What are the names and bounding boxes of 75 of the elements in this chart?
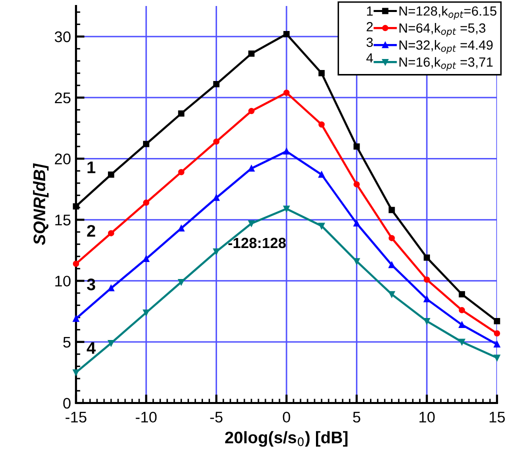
- x-tick-label: -15: [66, 412, 86, 423]
- point: [143, 309, 150, 316]
- point: [143, 256, 150, 262]
- point: [283, 206, 290, 212]
- legend-label: N=128,k$_{opt}$=6.15: [400, 6, 496, 20]
- point: [494, 341, 500, 348]
- point: [424, 318, 430, 324]
- point: [108, 171, 114, 178]
- point: [388, 206, 395, 214]
- point: [318, 171, 325, 178]
- point: [72, 369, 80, 376]
- y-tick-label: 30: [54, 31, 71, 42]
- y-axis-title: SQNR[dB]: [33, 163, 49, 246]
- point: [283, 30, 290, 38]
- point: [178, 169, 184, 176]
- legend-label: N=32,k$_{opt}$ =4.49: [400, 40, 493, 54]
- point: [72, 316, 80, 322]
- annotation: 3: [86, 278, 96, 290]
- point: [108, 230, 114, 236]
- point: [108, 285, 114, 292]
- point: [318, 222, 325, 229]
- point: [178, 278, 184, 286]
- point: [458, 307, 466, 314]
- legend-label: N=64,k$_{opt}$ =5,3: [400, 23, 486, 37]
- x-tick-label: 15: [490, 412, 505, 423]
- x-tick-label: -5: [210, 412, 222, 423]
- x-tick-label: 10: [420, 412, 435, 423]
- point: [143, 140, 150, 148]
- point: [318, 121, 325, 128]
- point: [318, 70, 325, 76]
- y-tick-label: 15: [55, 214, 70, 226]
- y-tick-label: 0: [63, 398, 71, 409]
- point: [354, 143, 360, 150]
- point: [283, 148, 290, 154]
- x-tick-label: 5: [353, 412, 360, 423]
- point: [248, 50, 255, 57]
- y-tick-label: 25: [54, 92, 70, 104]
- x-axis-title: 20log(s/s$_{0}$) [dB]: [225, 431, 348, 447]
- annotation: -128:128: [228, 238, 286, 248]
- point: [354, 181, 360, 188]
- point: [248, 108, 255, 114]
- y-tick-label: 5: [63, 336, 70, 348]
- y-tick-label: 20: [54, 154, 71, 164]
- annotation: 4: [86, 342, 96, 354]
- point: [178, 110, 184, 117]
- text: 2: [366, 22, 373, 32]
- point: [494, 318, 500, 324]
- point: [388, 234, 395, 242]
- x-tick-label: 0: [282, 412, 290, 423]
- point: [213, 138, 220, 145]
- point: [248, 165, 255, 172]
- point: [458, 322, 466, 328]
- point: [424, 254, 430, 261]
- point: [108, 340, 114, 346]
- point: [388, 262, 395, 268]
- annotation: 2: [87, 224, 96, 237]
- y-tick-label: 10: [55, 276, 71, 287]
- point: [458, 338, 466, 346]
- point: [143, 200, 150, 206]
- point: [213, 248, 220, 255]
- point: [494, 330, 500, 336]
- point: [248, 220, 255, 227]
- point: [283, 90, 290, 96]
- point: [494, 354, 500, 361]
- text: 3: [366, 38, 373, 47]
- point: [354, 220, 360, 227]
- annotation: 1: [88, 162, 96, 174]
- text: 4: [366, 53, 373, 62]
- point: [424, 276, 430, 283]
- x-tick-label: -10: [136, 412, 157, 423]
- point: [72, 260, 80, 267]
- point: [458, 291, 466, 298]
- legend-label: N=16,k$_{opt}$ =3,71: [400, 57, 493, 71]
- point: [213, 81, 220, 88]
- text: 1: [367, 6, 373, 16]
